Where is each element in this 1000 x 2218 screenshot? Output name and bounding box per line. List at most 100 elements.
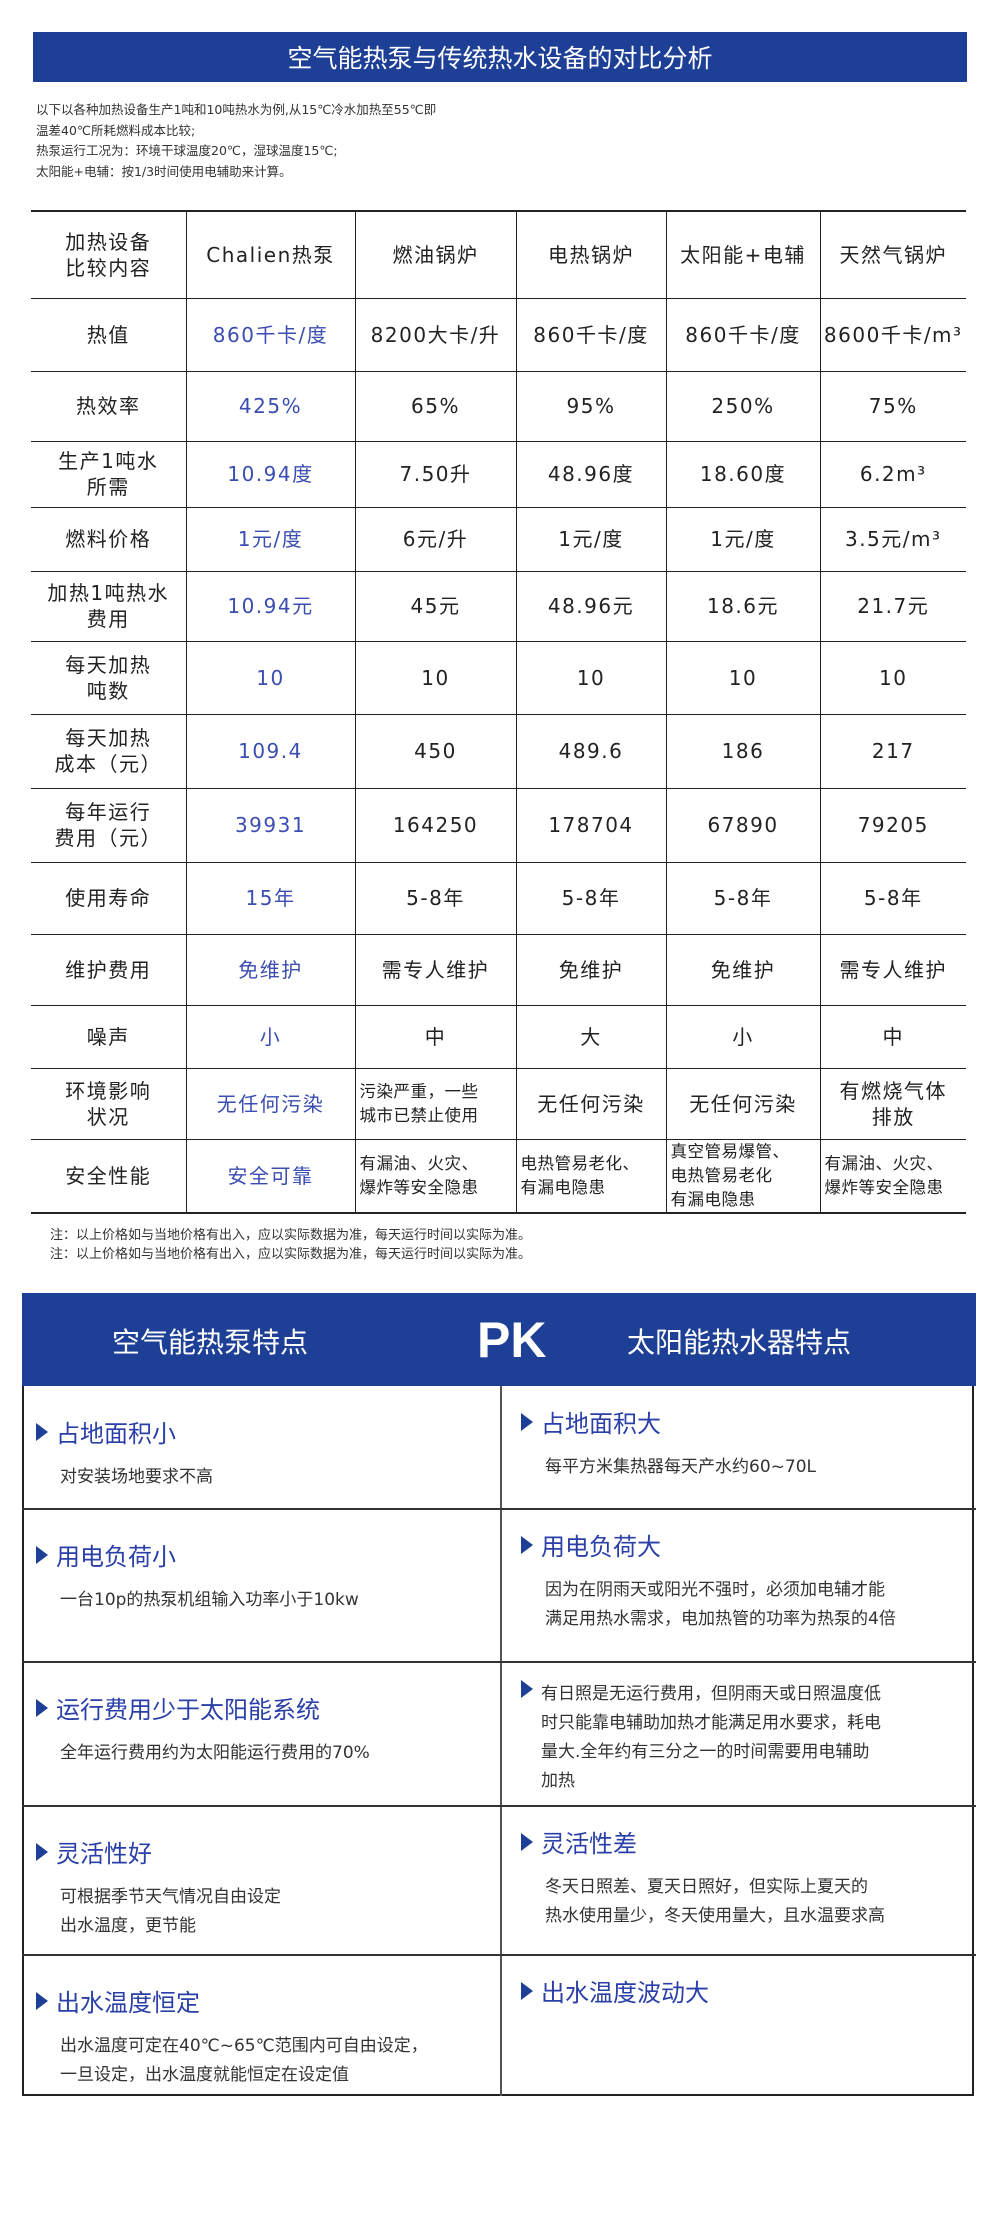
triangle-bullet-icon (36, 1991, 48, 2010)
table-cell: 15年 (185, 861, 355, 934)
triangle-bullet-icon (521, 1680, 533, 1698)
pk-row-divider (22, 1661, 976, 1663)
table-cell: 1元/度 (665, 506, 820, 571)
row-label: 噪声 (31, 1004, 186, 1068)
table-header-cell: 燃油锅炉 (354, 210, 516, 298)
pk-body-line: 冬天日照差、夏天日照好，但实际上夏天的 (545, 1877, 868, 1897)
table-cell: 安全可靠 (185, 1138, 355, 1214)
pk-right-title: 太阳能热水器特点 (627, 1326, 852, 1359)
table-cell: 8600千卡/m³ (819, 297, 966, 371)
pk-heading-text: 用电负荷小 (56, 1543, 176, 1571)
pk-cell-body: 全年运行费用约为太阳能运行费用的70% (36, 1739, 496, 1768)
pk-cell-body: 因为在阴雨天或阳光不强时，必须加电辅才能 满足用热水需求，电加热管的功率为热泵的4… (521, 1576, 971, 1634)
pk-body-line: 量大.全年约有三分之一的时间需要用电辅助 (541, 1742, 870, 1762)
pk-body-line: 出水温度可定在40℃~65℃范围内可自由设定， (60, 2036, 428, 2056)
row-label: 环境影响 状况 (31, 1067, 186, 1139)
table-cell: 217 (819, 713, 966, 788)
row-label: 生产1吨水 所需 (31, 440, 186, 507)
pk-cell-right: 出水温度波动大 (521, 1973, 971, 2022)
row-label: 安全性能 (31, 1138, 186, 1214)
table-row: 环境影响 状况 无任何污染 污染严重，一些 城市已禁止使用 无任何污染 无任何污染 有燃烧… (31, 1067, 966, 1139)
row-label: 热效率 (31, 370, 186, 441)
table-cell: 中 (819, 1004, 966, 1068)
pk-cell-body: 每平方米集热器每天产水约60~70L (521, 1453, 971, 1482)
table-cell: 需专人维护 (354, 933, 516, 1005)
table-cell: 10 (354, 640, 516, 714)
triangle-bullet-icon (521, 1412, 533, 1431)
intro-line: 温差40℃所耗燃料成本比较; (36, 122, 196, 138)
table-cell: 5-8年 (515, 861, 666, 934)
table-row: 使用寿命 15年 5-8年 5-8年 5-8年 5-8年 (31, 861, 966, 934)
table-cell: 有漏油、火灾、 爆炸等安全隐患 (354, 1138, 516, 1214)
pk-cell-heading: 占地面积小 (36, 1414, 496, 1449)
pk-cell-right: 占地面积大 每平方米集热器每天产水约60~70L (521, 1404, 971, 1482)
table-cell: 79205 (819, 787, 966, 862)
pk-heading-text: 灵活性差 (541, 1830, 637, 1858)
triangle-bullet-icon (36, 1422, 48, 1441)
table-cell: 10.94度 (185, 440, 355, 507)
row-label: 加热1吨热水 费用 (31, 570, 186, 641)
pk-cell-left: 占地面积小对安装场地要求不高 (36, 1414, 496, 1492)
table-header-cell: 电热锅炉 (515, 210, 666, 298)
pk-heading-text: 有日照是无运行费用，但阴雨天或日照温度低 (541, 1684, 881, 1704)
pk-heading-text: 用电负荷大 (541, 1533, 661, 1561)
table-row: 噪声小中大小中 (31, 1004, 966, 1068)
table-row: 加热1吨热水 费用 10.94元 45元 48.96元 18.6元 21.7元 (31, 570, 966, 641)
table-cell: 1元/度 (515, 506, 666, 571)
table-cell: 中 (354, 1004, 516, 1068)
table-cell: 6元/升 (354, 506, 516, 571)
row-label: 维护费用 (31, 933, 186, 1005)
table-cell: 6.2m³ (819, 440, 966, 507)
pk-cell-right: 灵活性差冬天日照差、夏天日照好，但实际上夏天的 热水使用量少，冬天使用量大，且水温… (521, 1824, 971, 1931)
pk-label: PK (477, 1312, 547, 1368)
table-cell: 178704 (515, 787, 666, 862)
footnotes: 注：以上价格如与当地价格有出入，应以实际数据为准，每天运行时间以实际为准。 注：… (50, 1226, 531, 1264)
table-cell: 186 (665, 713, 820, 788)
row-label: 使用寿命 (31, 861, 186, 934)
table-cell: 1元/度 (185, 506, 355, 571)
table-cell: 无任何污染 (665, 1067, 820, 1139)
pk-body-line: 一台10p的热泵机组输入功率小于10kw (60, 1590, 359, 1610)
table-cell: 45元 (354, 570, 516, 641)
table-cell: 免维护 (185, 933, 355, 1005)
row-label: 热值 (31, 297, 186, 371)
intro-line: 热泵运行工况为：环境干球温度20℃，湿球温度15℃; (36, 143, 338, 158)
pk-body-line: 每平方米集热器每天产水约60~70L (545, 1457, 816, 1477)
pk-cell-heading: 用电负荷大 (521, 1527, 971, 1562)
table-header-cell: Chalien热泵 (185, 210, 355, 298)
table-row: 燃料价格 1元/度 6元/升 1元/度 1元/度 3.5元/m³ (31, 506, 966, 571)
pk-row-divider (22, 1805, 976, 1807)
pk-body-line: 热水使用量少，冬天使用量大，且水温要求高 (545, 1906, 885, 1926)
table-cell: 8200大卡/升 (354, 297, 516, 371)
pk-cell-body: 一台10p的热泵机组输入功率小于10kw (36, 1586, 496, 1615)
table-cell: 10 (819, 640, 966, 714)
pk-body-line: 因为在阴雨天或阳光不强时，必须加电辅才能 (545, 1580, 885, 1600)
pk-body-line: 可根据季节天气情况自由设定 (60, 1887, 281, 1907)
table-cell: 有漏油、火灾、 爆炸等安全隐患 (819, 1138, 966, 1214)
table-cell: 10.94元 (185, 570, 355, 641)
pk-body-line: 加热 (541, 1771, 575, 1791)
table-cell: 450 (354, 713, 516, 788)
pk-cell-left: 灵活性好 可根据季节天气情况自由设定 出水温度，更节能 (36, 1834, 496, 1941)
intro-line: 太阳能+电辅：按1/3时间使用电辅助来计算。 (36, 163, 292, 179)
table-cell: 有燃烧气体 排放 (819, 1067, 966, 1139)
table-cell: 免维护 (665, 933, 820, 1005)
table-cell: 860千卡/度 (665, 297, 820, 371)
pk-body-line: 一旦设定，出水温度就能恒定在设定值 (60, 2065, 349, 2085)
table-cell: 5-8年 (665, 861, 820, 934)
pk-row-divider (22, 1508, 976, 1510)
table-header-row: 加热设备 比较内容 Chalien热泵 燃油锅炉 电热锅炉 太阳能+电辅 天然气锅炉 (31, 210, 966, 298)
table-cell: 18.6元 (665, 570, 820, 641)
footnote: 注：以上价格如与当地价格有出入，应以实际数据为准，每天运行时间以实际为准。 (50, 1247, 532, 1262)
pk-cell-left: 出水温度恒定 出水温度可定在40℃~65℃范围内可自由设定， 一旦设定，出水温度就能… (36, 1983, 496, 2090)
table-cell: 489.6 (515, 713, 666, 788)
table-row: 每天加热 成本（元） 109.4 450 489.6 186 217 (31, 713, 966, 788)
pk-divider (500, 1386, 502, 2096)
table-cell: 污染严重，一些 城市已禁止使用 (354, 1067, 516, 1139)
pk-heading-text: 运行费用少于太阳能系统 (56, 1696, 320, 1724)
pk-header: 空气能热泵特点 PK 太阳能热水器特点 (22, 1293, 976, 1386)
pk-cell-body: 对安装场地要求不高 (36, 1463, 496, 1492)
triangle-bullet-icon (36, 1842, 48, 1861)
triangle-bullet-icon (36, 1698, 48, 1717)
table-cell: 5-8年 (354, 861, 516, 934)
